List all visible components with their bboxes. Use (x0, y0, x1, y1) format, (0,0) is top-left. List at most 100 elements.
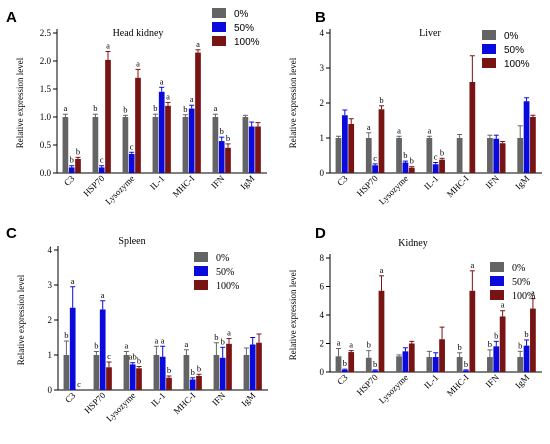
x-tick-label: IFN (484, 372, 502, 390)
legend-label: 50% (512, 277, 530, 288)
bar (402, 351, 409, 372)
y-tick-label: 3 (48, 280, 53, 290)
significance-label: b (518, 340, 522, 350)
x-tick-label: MHC-I (172, 390, 198, 416)
y-tick-label: 8 (320, 253, 325, 263)
bar (255, 126, 261, 173)
bar (469, 290, 476, 372)
significance-label: b (93, 103, 97, 113)
legend-label: 0% (512, 263, 525, 274)
bar (69, 307, 76, 390)
significance-label: c (107, 351, 111, 361)
significance-label: a (71, 276, 75, 286)
legend-label: 50% (234, 23, 254, 34)
bar (218, 141, 225, 173)
legend-swatch (194, 266, 208, 276)
bar (182, 117, 189, 173)
bar (243, 355, 250, 390)
significance-label: c (100, 155, 104, 165)
y-tick-label: 4 (320, 28, 325, 38)
legend-swatch (194, 252, 208, 262)
significance-label: a (155, 335, 159, 345)
legend-swatch (482, 58, 496, 68)
chart-panel-b: B Liver Relative expression level 0 1 2 3 4 C3 a c… (288, 9, 542, 207)
bar (106, 367, 112, 390)
x-tick-label: IgM (513, 372, 531, 390)
bar (98, 167, 105, 173)
bar (75, 159, 81, 173)
panel-letter: B (315, 9, 326, 26)
significance-label: c (130, 141, 134, 151)
significance-label: a (160, 76, 164, 86)
significance-label: ab (129, 352, 137, 362)
x-tick-label: IgM (238, 173, 256, 191)
y-tick-label: 0.0 (40, 168, 52, 178)
bar (136, 368, 142, 390)
bar (426, 138, 433, 173)
significance-label: b (379, 95, 383, 105)
x-tick-label: IFN (210, 390, 228, 408)
significance-label: b (221, 336, 225, 346)
significance-label: a (185, 339, 189, 349)
bar (225, 147, 231, 173)
legend-swatch (212, 22, 226, 32)
bar (348, 124, 355, 173)
x-tick-label: C3 (62, 173, 77, 188)
significance-label: a (337, 337, 341, 347)
bar (365, 357, 372, 372)
bar (439, 339, 445, 372)
x-tick-label: HSP70 (355, 173, 380, 198)
y-tick-label: 4 (320, 310, 325, 320)
y-tick-label: 0 (320, 367, 325, 377)
bar (456, 138, 463, 173)
y-tick-label: 2.0 (40, 56, 52, 66)
legend-swatch (482, 30, 496, 40)
bar (408, 343, 415, 372)
bar (123, 355, 130, 390)
significance-label: c (373, 153, 377, 163)
significance-label: b (76, 146, 80, 156)
bar (517, 357, 524, 372)
bar (128, 153, 135, 173)
panel-title: Spleen (118, 236, 145, 247)
bar (432, 164, 439, 173)
legend-label: 0% (504, 31, 519, 42)
bar (487, 138, 493, 173)
bar (158, 91, 165, 173)
bar (341, 369, 348, 372)
legend-swatch (482, 44, 496, 54)
bar (341, 115, 348, 173)
bar (219, 357, 226, 390)
bar (63, 355, 70, 390)
bar (335, 356, 342, 372)
bar (396, 356, 402, 372)
bar (402, 162, 409, 173)
y-tick-label: 1.0 (40, 112, 52, 122)
significance-label: b (367, 340, 371, 350)
legend-label: 100% (512, 291, 535, 302)
y-axis-label: Relative expression level (15, 57, 25, 148)
bar (183, 355, 190, 390)
significance-label: b (123, 104, 127, 114)
bar (212, 117, 219, 173)
y-tick-label: 2 (320, 339, 325, 349)
x-tick-label: IgM (239, 390, 257, 408)
y-axis-label: Relative expression level (288, 269, 298, 360)
significance-label: b (343, 358, 347, 368)
significance-label: b (226, 133, 230, 143)
bar (166, 377, 172, 390)
legend-swatch (490, 262, 504, 272)
y-tick-label: 0 (48, 385, 53, 395)
significance-label: a (349, 340, 353, 350)
significance-label: a (501, 300, 505, 310)
y-axis-label: Relative expression level (16, 274, 26, 365)
significance-label: b (191, 367, 195, 377)
bar (68, 167, 75, 173)
significance-label: b (197, 363, 201, 373)
y-tick-label: 6 (320, 282, 325, 292)
x-tick-label: IL-1 (422, 372, 440, 390)
bar (499, 143, 506, 173)
significance-label: a (125, 341, 129, 351)
y-tick-label: 1 (320, 133, 325, 143)
